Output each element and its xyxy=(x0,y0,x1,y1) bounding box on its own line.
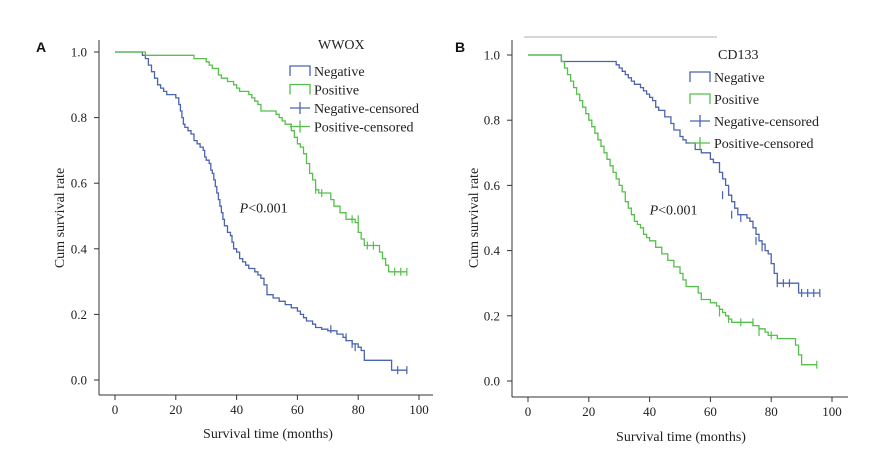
series-negative-line xyxy=(528,54,820,294)
x-tick-label: 60 xyxy=(291,402,304,417)
series-negative-line xyxy=(115,51,407,371)
y-tick-label: 1.0 xyxy=(71,45,87,60)
x-tick-label: 40 xyxy=(230,402,243,417)
p-value-text: <0.001 xyxy=(248,202,287,217)
series-positive-line xyxy=(115,51,407,273)
legend-label: Positive-censored xyxy=(714,137,814,152)
x-tick-label: 80 xyxy=(352,402,365,417)
legend-label: Positive xyxy=(314,84,359,99)
y-axis-title: Cum survival rate xyxy=(467,168,482,268)
legend-title: WWOX xyxy=(318,38,365,53)
y-tick-label: 0.6 xyxy=(71,176,88,191)
y-tick-label: 0.0 xyxy=(484,374,500,389)
x-axis-title: Survival time (months) xyxy=(203,427,333,442)
x-tick-label: 0 xyxy=(112,402,119,417)
p-value-symbol: P xyxy=(649,204,659,219)
x-tick-label: 20 xyxy=(582,404,595,419)
p-value-annotation: P<0.001 xyxy=(649,204,698,219)
legend-label: Negative-censored xyxy=(314,102,419,117)
p-value-annotation: P<0.001 xyxy=(239,202,288,217)
x-axis-title: Survival time (months) xyxy=(616,430,746,445)
panel-letter: B xyxy=(455,39,465,55)
y-tick-label: 0.8 xyxy=(484,113,500,128)
legend-label: Positive-censored xyxy=(314,121,414,136)
y-tick-label: 0.8 xyxy=(71,110,87,125)
legend-step-key xyxy=(689,71,711,82)
x-tick-label: 40 xyxy=(643,404,656,419)
x-tick-label: 100 xyxy=(822,404,842,419)
y-tick-label: 0.6 xyxy=(484,178,501,193)
x-tick-label: 0 xyxy=(525,404,532,419)
panel-letter: A xyxy=(36,39,46,55)
legend-label: Negative xyxy=(714,71,765,86)
panel-b: B 0.0 0.2 0.4 0.6 0.8 1.0 0 20 40 60 80 100 Survival … xyxy=(455,39,848,445)
y-axis-title: Cum survival rate xyxy=(53,168,68,268)
p-value-text: <0.001 xyxy=(658,204,697,219)
legend-step-key xyxy=(289,83,311,95)
legend-label: Negative-censored xyxy=(714,115,819,130)
y-tick-label: 0.2 xyxy=(71,307,87,322)
y-tick-label: 0.4 xyxy=(71,241,88,256)
legend-label: Negative xyxy=(314,65,365,80)
panel-a: A 0.0 0.2 0.4 0.6 0.8 1.0 0 20 40 60 80 100 Survival … xyxy=(36,38,433,442)
x-tick-label: 80 xyxy=(765,404,778,419)
y-tick-label: 1.0 xyxy=(484,48,500,63)
x-tick-label: 100 xyxy=(409,402,429,417)
y-tick-label: 0.0 xyxy=(71,373,87,388)
legend-title: CD133 xyxy=(718,48,758,63)
legend-step-key xyxy=(689,93,711,104)
p-value-symbol: P xyxy=(239,202,249,217)
x-tick-label: 20 xyxy=(169,402,182,417)
y-tick-label: 0.2 xyxy=(484,308,500,323)
y-tick-label: 0.4 xyxy=(484,243,501,258)
x-tick-label: 60 xyxy=(704,404,717,419)
series-positive-line xyxy=(528,54,817,366)
legend-label: Positive xyxy=(714,93,759,108)
legend-step-key xyxy=(289,65,311,76)
